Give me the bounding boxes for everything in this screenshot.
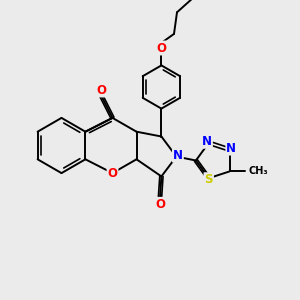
Text: N: N <box>173 148 183 162</box>
Text: O: O <box>156 41 167 55</box>
Text: N: N <box>226 142 236 154</box>
Text: O: O <box>96 83 106 97</box>
Text: O: O <box>107 167 118 180</box>
Text: O: O <box>155 198 165 211</box>
Text: CH₃: CH₃ <box>249 167 268 176</box>
Text: N: N <box>202 135 212 148</box>
Text: S: S <box>205 173 213 186</box>
